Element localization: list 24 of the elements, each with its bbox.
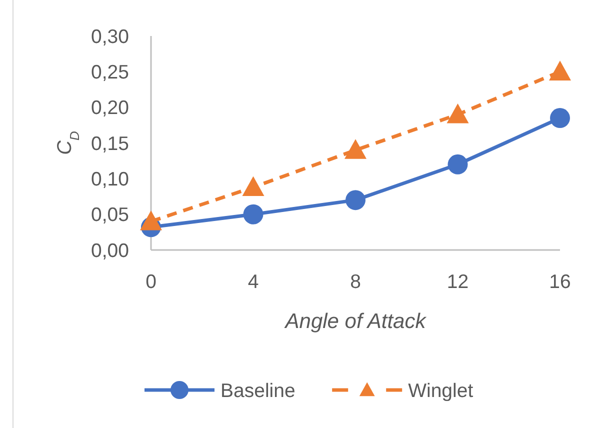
point (346, 190, 366, 210)
point (242, 176, 264, 196)
y-tick-label: 0,10 (91, 168, 130, 190)
x-tick-label: 16 (549, 271, 571, 293)
legend-label: Winglet (408, 380, 474, 402)
x-tick-label: 12 (446, 271, 469, 293)
point (448, 154, 468, 174)
point (140, 210, 162, 230)
x-tick-label: 4 (248, 271, 259, 293)
y-tick-label: 0,20 (91, 97, 130, 120)
x-axis-title: Angle of Attack (283, 310, 428, 333)
y-tick-label: 0,15 (91, 132, 130, 155)
point (446, 103, 469, 124)
point (344, 139, 366, 159)
point (549, 60, 571, 80)
point (243, 204, 264, 224)
x-tick-label: 0 (146, 271, 157, 293)
point (550, 108, 570, 128)
y-tick-label: 0,30 (91, 26, 130, 48)
x-tick-label: 8 (350, 271, 361, 293)
y-tick-label: 0,00 (91, 240, 130, 262)
y-tick-label: 0,25 (91, 61, 130, 84)
y-tick-label: 0,05 (91, 204, 130, 226)
legend-label: Baseline (220, 380, 296, 402)
